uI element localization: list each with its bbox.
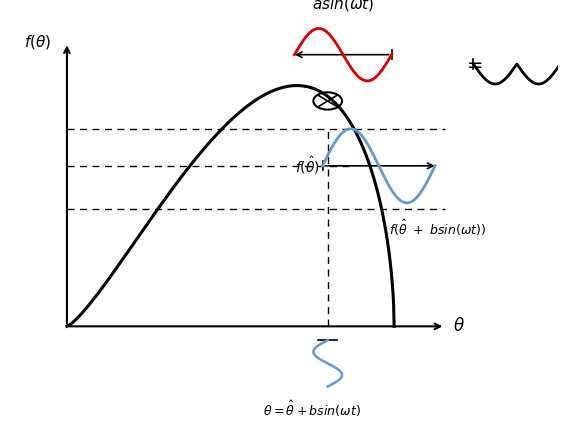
Text: $asin(\omega t)$: $asin(\omega t)$ [312,0,374,13]
Text: $\theta$: $\theta$ [453,318,465,335]
Text: $f(\theta)$: $f(\theta)$ [24,34,52,51]
Text: $f(\hat{\theta})$: $f(\hat{\theta})$ [295,155,320,176]
Text: $=$: $=$ [463,54,483,74]
Text: $f(\hat{\theta}\ +\ bsin(\omega t))$: $f(\hat{\theta}\ +\ bsin(\omega t))$ [389,218,486,238]
Text: $\theta = \hat{\theta} + bsin(\omega t)$: $\theta = \hat{\theta} + bsin(\omega t)$ [263,399,361,419]
